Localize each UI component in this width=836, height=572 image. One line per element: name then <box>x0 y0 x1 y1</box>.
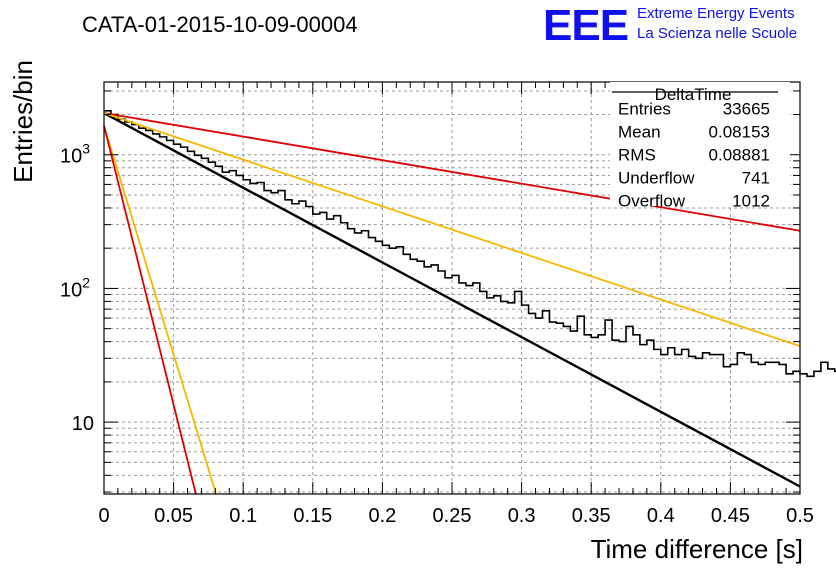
x-tick-label: 0.05 <box>154 505 193 527</box>
logo-line1: Extreme Energy Events <box>637 5 795 22</box>
fit-line-4 <box>103 125 197 495</box>
fit-lines <box>103 112 801 495</box>
stats-title: DeltaTime <box>655 85 732 104</box>
fit-line-1 <box>103 112 801 232</box>
stats-value: 0.08153 <box>709 122 770 141</box>
stats-label: RMS <box>618 145 656 164</box>
x-axis-title: Time difference [s] <box>591 534 803 564</box>
stats-value: 0.08881 <box>709 145 770 164</box>
x-tick-label: 0.2 <box>368 505 396 527</box>
x-tick-label: 0.3 <box>508 505 536 527</box>
logo-line2: La Scienza nelle Scuole <box>637 25 797 42</box>
x-tick-label: 0.4 <box>647 505 675 527</box>
x-tick-label: 0.15 <box>293 505 332 527</box>
x-tick-label: 0.25 <box>433 505 472 527</box>
y-tick-label: 10 <box>72 413 94 435</box>
x-tick-labels: 0 0.05 0.1 0.15 0.2 0.25 0.3 0.35 0.4 0.45 0.5 <box>98 505 813 527</box>
x-tick-label: 0.45 <box>711 505 750 527</box>
chart-title: CATA-01-2015-10-09-00004 <box>82 12 358 37</box>
x-tick-label: 0 <box>98 505 109 527</box>
stats-label: Mean <box>618 122 661 141</box>
x-tick-label: 0.1 <box>229 505 257 527</box>
x-tick-label: 0.5 <box>786 505 814 527</box>
stats-value: 741 <box>742 168 770 187</box>
stats-box: DeltaTime Entries 33665 Mean 0.08153 RMS 0.08… <box>610 82 790 210</box>
fit-line-3 <box>103 125 217 495</box>
y-tick-labels: 10 102 103 <box>60 141 94 435</box>
y-tick-label: 102 <box>60 274 90 301</box>
y-axis-title: Entries/bin <box>8 60 38 183</box>
histogram-steps <box>104 110 836 378</box>
stats-value: 1012 <box>732 191 770 210</box>
fit-line-2 <box>103 112 801 348</box>
fit-line-0 <box>103 112 801 488</box>
stats-label: Entries <box>618 99 671 118</box>
stats-label: Overflow <box>618 191 686 210</box>
y-tick-label: 103 <box>60 141 90 168</box>
stats-value: 33665 <box>723 99 770 118</box>
histogram <box>104 110 836 378</box>
eee-logo: EEE Extreme Energy Events La Scienza nel… <box>543 1 797 50</box>
logo-mark: EEE <box>543 1 628 50</box>
x-tick-label: 0.35 <box>572 505 611 527</box>
stats-label: Underflow <box>618 168 695 187</box>
